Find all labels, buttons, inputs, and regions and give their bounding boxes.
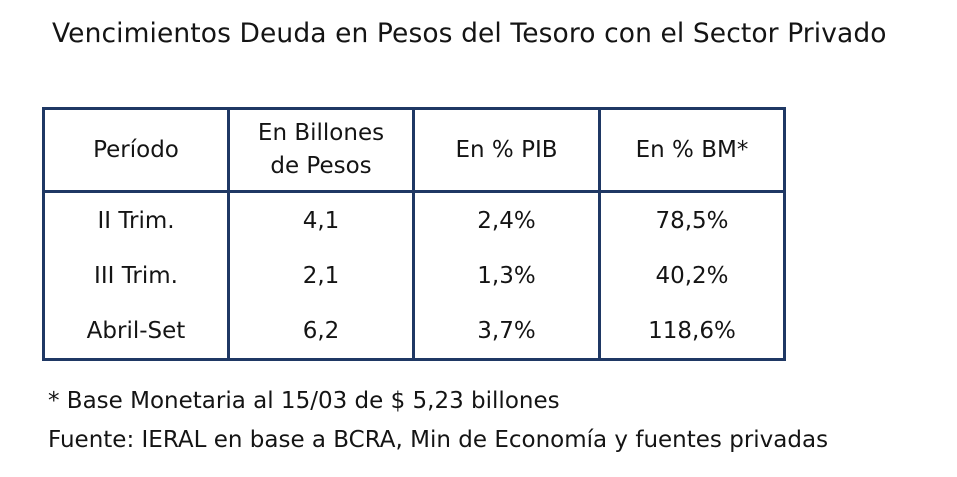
footnote-base-monetaria: * Base Monetaria al 15/03 de $ 5,23 bill…: [48, 388, 560, 414]
table-header-row: Período En Billones de Pesos En % PIB En…: [43, 108, 785, 193]
header-bm: En % BM*: [599, 108, 785, 193]
header-billones: En Billones de Pesos: [228, 108, 415, 193]
page-title: Vencimientos Deuda en Pesos del Tesoro c…: [52, 18, 887, 49]
cell-bm: 40,2%: [655, 262, 729, 289]
header-billones-line1: En Billones: [257, 120, 385, 146]
header-periodo: Período: [43, 108, 230, 193]
cell-bm: 118,6%: [648, 317, 736, 344]
header-billones-line2: de Pesos: [270, 153, 372, 179]
cell-billones: 2,1: [228, 248, 415, 303]
debt-maturities-table: Período En Billones de Pesos En % PIB En…: [42, 107, 786, 361]
cell-pib: 1,3%: [413, 248, 601, 303]
header-pib: En % PIB: [413, 108, 601, 193]
cell-pib: 2,4%: [413, 191, 601, 248]
cell-periodo: III Trim.: [43, 248, 230, 303]
table-row: III Trim. 2,1 1,3% 40,2%: [43, 248, 785, 303]
cell-periodo: Abril-Set: [43, 303, 230, 360]
cell-bm: 78,5%: [655, 207, 729, 234]
table-row: Abril-Set 6,2 3,7% 118,6%: [43, 303, 785, 360]
cell-billones: 4,1: [228, 191, 415, 248]
cell-periodo: II Trim.: [43, 191, 230, 248]
table-row: II Trim. 4,1 2,4% 78,5%: [43, 191, 785, 248]
cell-billones: 6,2: [228, 303, 415, 360]
cell-pib: 3,7%: [413, 303, 601, 360]
source-note: Fuente: IERAL en base a BCRA, Min de Eco…: [48, 427, 829, 453]
